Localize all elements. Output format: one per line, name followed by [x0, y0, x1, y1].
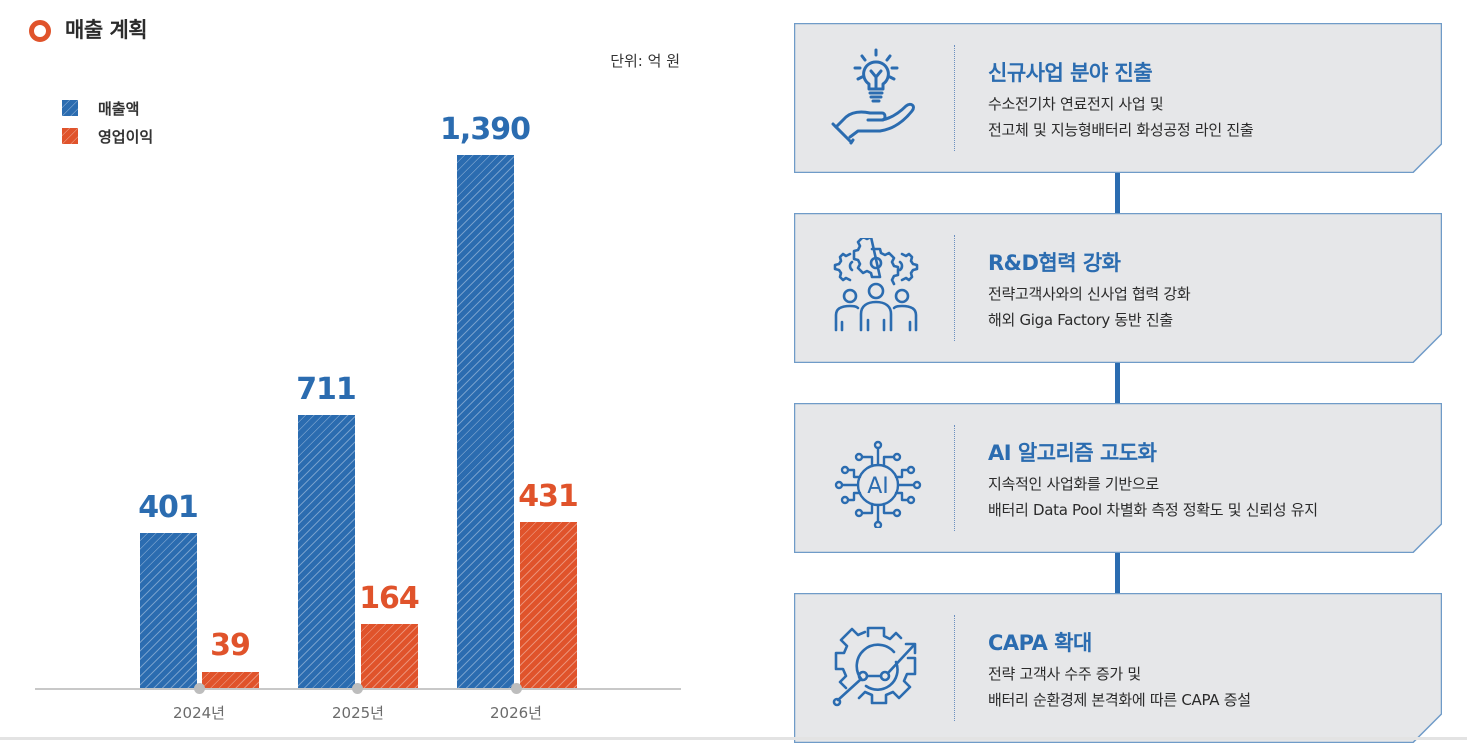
legend-swatch-operating-profit	[62, 128, 78, 144]
card-title: R&D협력 강화	[988, 251, 1121, 275]
card-desc-line: 전략고객사와의 신사업 협력 강화	[988, 285, 1191, 303]
card-desc-line: 배터리 Data Pool 차별화 측정 정확도 및 신뢰성 유지	[988, 501, 1318, 519]
card-divider	[954, 235, 955, 341]
card-desc-line: 지속적인 사업화를 기반으로	[988, 475, 1159, 493]
timeline-connector	[1115, 362, 1120, 404]
team-gears-icon	[828, 235, 928, 338]
card-desc-line: 수소전기차 연료전지 사업 및	[988, 95, 1164, 113]
card-divider	[954, 615, 955, 721]
card-desc-line: 전략 고객사 수주 증가 및	[988, 665, 1141, 683]
card-divider	[954, 45, 955, 151]
bar-profit-2024	[202, 672, 259, 688]
card-title: 신규사업 분야 진출	[988, 61, 1153, 85]
x-axis-tick-dot	[352, 683, 363, 694]
x-axis-tick-dot	[194, 683, 205, 694]
lightbulb-hand-icon	[828, 48, 928, 148]
card-desc-line: 해외 Giga Factory 동반 진출	[988, 311, 1173, 329]
timeline-connector	[1115, 552, 1120, 594]
strategy-card-ai: AI AI 알고리즘 고도화 지속적인 사업화를 기반으로 배터리 Data P…	[794, 403, 1442, 553]
card-background	[794, 23, 1442, 173]
page-title: 매출 계획	[65, 18, 148, 42]
card-desc-line: 전고체 및 지능형배터리 화성공정 라인 진출	[988, 121, 1254, 139]
strategy-card-capa: CAPA 확대 전략 고객사 수주 증가 및 배터리 순환경제 본격화에 따른 …	[794, 593, 1442, 743]
strategy-card-rnd: R&D협력 강화 전략고객사와의 신사업 협력 강화 해외 Giga Facto…	[794, 213, 1442, 363]
bar-value-revenue-2024: 401	[138, 490, 199, 525]
chart-legend: 매출액 영업이익	[62, 98, 222, 148]
card-title: AI 알고리즘 고도화	[988, 441, 1157, 465]
legend-label-revenue: 매출액	[98, 100, 140, 118]
legend-label-operating-profit: 영업이익	[98, 128, 154, 146]
title-ring-icon	[29, 20, 51, 42]
x-tick-label-2026: 2026년	[490, 704, 542, 722]
bar-value-profit-2026: 431	[518, 479, 579, 514]
strategy-card-new-business: 신규사업 분야 진출 수소전기차 연료전지 사업 및 전고체 및 지능형배터리 …	[794, 23, 1442, 173]
bottom-divider	[0, 737, 1467, 740]
x-axis-tick-dot	[511, 683, 522, 694]
bar-value-profit-2024: 39	[210, 628, 251, 663]
timeline-connector	[1115, 172, 1120, 214]
bar-revenue-2025	[298, 415, 355, 688]
bar-revenue-2026	[457, 155, 514, 688]
card-background	[794, 213, 1442, 363]
legend-swatch-revenue	[62, 100, 78, 116]
card-background	[794, 593, 1442, 743]
svg-text:AI: AI	[867, 474, 889, 499]
bar-profit-2026	[520, 522, 577, 688]
ai-circuit-icon: AI	[828, 428, 928, 530]
card-divider	[954, 425, 955, 531]
card-background	[794, 403, 1442, 553]
x-tick-label-2024: 2024년	[173, 704, 225, 722]
bar-value-revenue-2025: 711	[296, 372, 357, 407]
bar-revenue-2024	[140, 533, 197, 688]
bar-chart: 401 39 711 164 1,390 431 2024년 2025년 202…	[0, 0, 700, 740]
unit-label: 단위: 억 원	[610, 52, 680, 70]
gear-growth-icon	[828, 618, 928, 718]
x-tick-label-2025: 2025년	[332, 704, 384, 722]
card-desc-line: 배터리 순환경제 본격화에 따른 CAPA 증설	[988, 691, 1251, 709]
card-title: CAPA 확대	[988, 631, 1092, 655]
bar-profit-2025	[361, 624, 418, 688]
bar-value-profit-2025: 164	[359, 581, 420, 616]
bar-value-revenue-2026: 1,390	[440, 112, 531, 147]
